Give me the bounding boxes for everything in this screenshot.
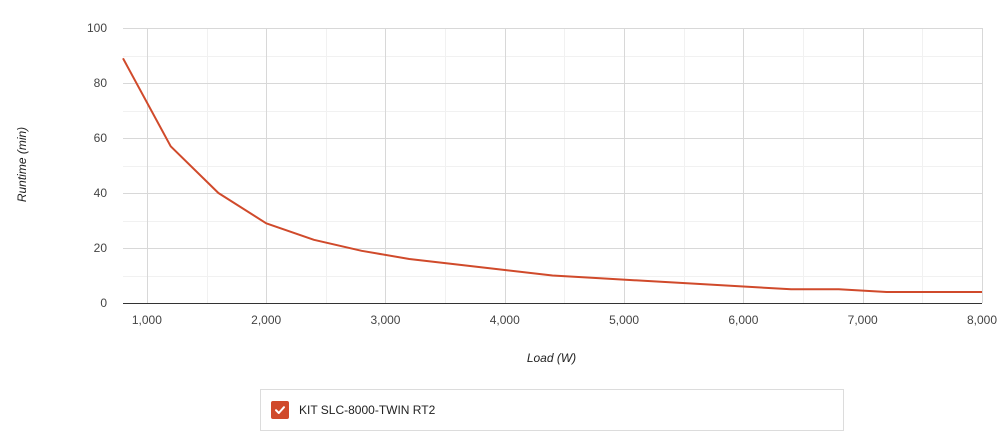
legend[interactable]: KIT SLC-8000-TWIN RT2: [260, 389, 844, 431]
y-tick-label: 40: [94, 186, 108, 200]
x-tick-label: 8,000: [967, 313, 997, 327]
x-tick-label: 3,000: [370, 313, 400, 327]
x-tick-label: 5,000: [609, 313, 639, 327]
y-tick-label: 20: [94, 241, 108, 255]
y-tick-label: 80: [94, 76, 108, 90]
y-tick-label: 0: [100, 296, 107, 310]
check-icon: [275, 406, 285, 414]
x-axis-title: Load (W): [527, 351, 576, 365]
y-tick-label: 100: [87, 21, 107, 35]
legend-checkbox[interactable]: [271, 401, 289, 419]
y-axis-title: Runtime (min): [15, 127, 29, 202]
series-line: [122, 57, 982, 293]
legend-item-label: KIT SLC-8000-TWIN RT2: [299, 403, 436, 417]
x-tick-label: 2,000: [251, 313, 281, 327]
y-tick-label: 60: [94, 131, 108, 145]
x-tick-label: 4,000: [490, 313, 520, 327]
x-tick-label: 6,000: [728, 313, 758, 327]
x-tick-label: 1,000: [132, 313, 162, 327]
x-tick-label: 7,000: [848, 313, 878, 327]
